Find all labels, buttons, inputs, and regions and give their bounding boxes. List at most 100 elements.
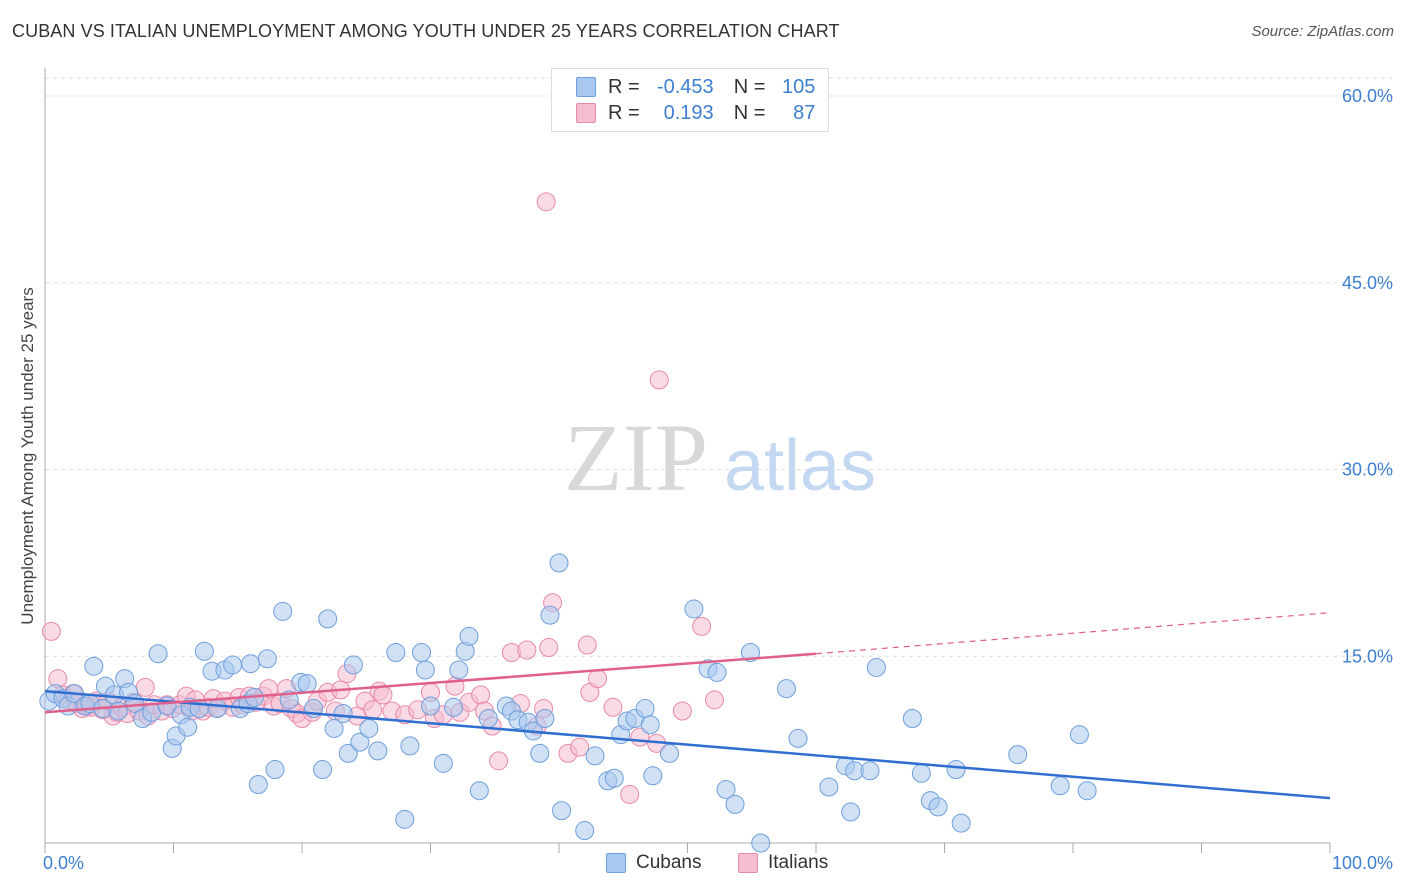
italians-point bbox=[672, 701, 692, 721]
cubans-point bbox=[444, 697, 464, 717]
italians-point bbox=[539, 638, 559, 658]
cubans-point bbox=[148, 644, 168, 664]
watermark-zip: ZIP bbox=[564, 404, 708, 511]
cubans-point bbox=[1077, 781, 1097, 801]
cubans-point bbox=[459, 626, 479, 646]
cubans-point bbox=[643, 766, 663, 786]
cubans-point bbox=[1050, 776, 1070, 796]
cubans-point bbox=[740, 643, 760, 663]
cubans-point bbox=[660, 743, 680, 763]
trend-lines bbox=[44, 612, 1331, 800]
italians-legend-swatch bbox=[738, 853, 758, 873]
italians-n-label: N = bbox=[733, 101, 766, 124]
italians-point bbox=[704, 690, 724, 710]
x-tick-label-max: 100.0% bbox=[1332, 853, 1393, 873]
cubans-point bbox=[386, 643, 406, 663]
cubans-point bbox=[368, 741, 388, 761]
cubans-point bbox=[1008, 745, 1028, 765]
italians-point bbox=[373, 685, 393, 705]
italians-point bbox=[603, 697, 623, 717]
italians-point bbox=[577, 635, 597, 655]
cubans-swatch bbox=[576, 77, 596, 97]
cubans-point bbox=[725, 794, 745, 814]
cubans-point bbox=[640, 715, 660, 735]
cubans-point bbox=[207, 699, 227, 719]
watermark: ZIP atlas bbox=[564, 404, 876, 511]
cubans-legend-swatch bbox=[606, 853, 626, 873]
cubans-point bbox=[928, 797, 948, 817]
italians-swatch bbox=[576, 103, 596, 123]
cubans-point bbox=[359, 718, 379, 738]
cubans-point bbox=[343, 655, 363, 675]
cubans-point bbox=[946, 760, 966, 780]
y-tick-label-30: 30.0% bbox=[1342, 460, 1393, 480]
italians-point bbox=[135, 677, 155, 697]
cubans-point bbox=[333, 704, 353, 724]
cubans-point bbox=[540, 605, 560, 625]
cubans-point bbox=[350, 732, 370, 752]
cubans-point bbox=[707, 662, 727, 682]
cubans-point bbox=[866, 657, 886, 677]
cubans-point bbox=[313, 760, 333, 780]
cubans-point bbox=[108, 701, 128, 721]
italians-point bbox=[517, 640, 537, 660]
cubans-point bbox=[841, 802, 861, 822]
cubans-point bbox=[433, 753, 453, 773]
cubans-point bbox=[395, 809, 415, 829]
x-tick-label-min: 0.0% bbox=[43, 853, 84, 873]
cubans-point bbox=[716, 779, 736, 799]
cubans-point bbox=[819, 777, 839, 797]
chart-title: CUBAN VS ITALIAN UNEMPLOYMENT AMONG YOUT… bbox=[12, 21, 840, 41]
y-tick-label-45: 45.0% bbox=[1342, 273, 1393, 293]
axes bbox=[44, 68, 1331, 853]
italians-point bbox=[588, 669, 608, 689]
y-tick-label-15: 15.0% bbox=[1342, 646, 1393, 666]
cubans-point bbox=[1069, 725, 1089, 745]
cubans-point bbox=[585, 746, 605, 766]
italians-trend-extension bbox=[815, 612, 1331, 655]
cubans-point bbox=[297, 674, 317, 694]
cubans-point bbox=[412, 643, 432, 663]
cubans-point bbox=[318, 609, 338, 629]
source-label: Source: ZipAtlas.com bbox=[1251, 23, 1394, 40]
gridlines bbox=[45, 77, 1392, 657]
cubans-point bbox=[530, 743, 550, 763]
cubans-point bbox=[194, 641, 214, 661]
cubans-point bbox=[273, 601, 293, 621]
cubans-point bbox=[257, 649, 277, 669]
cubans-point bbox=[684, 599, 704, 619]
cubans-point bbox=[751, 833, 771, 853]
italians-r-value: 0.193 bbox=[663, 101, 714, 124]
italians-point bbox=[649, 370, 669, 390]
cubans-point bbox=[535, 709, 555, 728]
cubans-point bbox=[415, 660, 435, 680]
italians-point bbox=[536, 192, 556, 212]
watermark-atlas: atlas bbox=[724, 426, 876, 506]
series-legend: Cubans Italians bbox=[0, 852, 1406, 878]
cubans-point bbox=[902, 709, 922, 728]
cubans-point bbox=[860, 761, 880, 781]
cubans-point bbox=[635, 699, 655, 719]
italians-point bbox=[692, 616, 712, 636]
italians-point bbox=[471, 685, 491, 705]
italians-point bbox=[620, 784, 640, 804]
italians-trend-line bbox=[44, 652, 817, 714]
cubans-point bbox=[400, 736, 420, 756]
legend-item-cubans[interactable]: Cubans bbox=[606, 852, 702, 874]
legend-item-italians[interactable]: Italians bbox=[738, 852, 828, 874]
cubans-point bbox=[552, 801, 572, 821]
cubans-trend-line bbox=[44, 689, 1331, 800]
cubans-point bbox=[223, 655, 243, 675]
y-tick-label-60: 60.0% bbox=[1342, 86, 1393, 106]
legend-row-cubans: R = -0.453 N = 105 bbox=[576, 75, 815, 99]
cubans-point bbox=[178, 717, 198, 737]
cubans-point bbox=[421, 696, 440, 716]
cubans-point bbox=[248, 774, 268, 794]
cubans-point bbox=[549, 553, 569, 573]
legend-row-italians: R = 0.193 N = 87 bbox=[576, 101, 815, 125]
cubans-point bbox=[478, 709, 498, 728]
italians-point bbox=[570, 737, 590, 757]
cubans-legend-label: Cubans bbox=[636, 852, 702, 873]
cubans-r-label: R = bbox=[608, 75, 640, 98]
